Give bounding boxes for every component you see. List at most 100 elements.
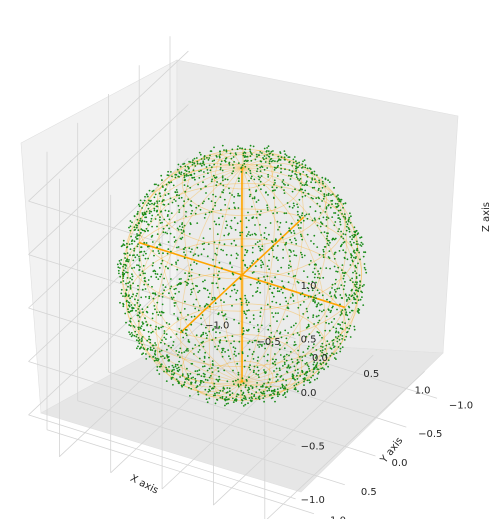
scatter-point [303,159,306,162]
scatter-point [133,249,136,252]
scatter-point [132,282,135,285]
scatter-point [362,255,365,258]
scatter-point [288,264,290,267]
scatter-point [304,214,306,217]
scatter-point [345,225,348,228]
scatter-point [318,371,320,374]
scatter-point [296,359,299,361]
pane-floor [40,337,444,493]
scatter-point [170,370,173,373]
scatter-point [343,213,346,216]
scatter-point [352,281,354,283]
scatter-point [279,159,282,161]
scatter-point [133,226,136,229]
y-tick-label: 0.5 [361,487,377,498]
scatter-point [332,339,335,341]
scatter-point [137,337,140,339]
scatter-point [240,402,243,404]
scatter-point [271,249,274,252]
scatter-point [197,291,200,294]
scatter-point [128,331,131,333]
scatter-point [271,312,273,314]
scatter-point [166,354,168,357]
scatter-point [311,289,314,292]
scatter-point [199,153,202,156]
scatter-point [154,357,157,359]
scatter-point [125,289,128,292]
scatter-point [156,311,158,314]
scatter-point [290,174,293,177]
scatter-point [248,231,250,233]
scatter-point [128,226,130,229]
scatter-point [266,275,269,278]
scatter-point [258,240,261,242]
scatter-point [176,367,178,370]
scatter-point [228,387,231,390]
latitude-circle [181,148,303,216]
scatter-point [291,164,294,167]
scatter-point [309,354,312,357]
scatter-point [281,291,284,294]
scatter-point [175,263,178,265]
scatter-point [258,388,261,391]
scatter-point [145,242,148,244]
scatter-point [237,162,240,165]
scatter-point [281,236,284,239]
scatter-point [178,360,181,363]
scatter-point [271,344,274,347]
scatter-point [225,391,228,394]
scatter-point [225,340,228,343]
scatter-point [248,397,251,399]
scatter-point [172,296,175,299]
scatter-point [193,157,196,160]
scatter-point [231,266,233,269]
scatter-point [308,263,311,266]
scatter-point [269,152,272,155]
scatter-point [280,266,283,269]
scatter-point [155,344,157,346]
scatter-point [208,388,211,391]
scatter-point [323,368,325,371]
scatter-point [361,296,363,298]
scatter-point [312,368,315,371]
scatter-point [234,207,237,210]
scatter-point [245,251,248,254]
scatter-point [280,288,283,291]
scatter-point [260,160,263,163]
scatter-point [198,349,201,351]
scatter-point [177,246,180,248]
scatter-point [128,259,130,261]
scatter-point [325,218,328,221]
scatter-point [216,348,219,351]
scatter-point [237,254,239,256]
scatter-point [263,236,266,239]
scatter-point [256,287,259,289]
scatter-point [152,250,155,252]
scatter-point [192,287,195,290]
scatter-point [240,171,243,173]
scatter-point [144,272,146,275]
scatter-point [158,252,161,255]
scatter-point [193,315,196,318]
gridline-left-z [28,104,189,255]
scatter-point [147,202,150,205]
scatter-point [281,280,283,283]
scatter-point [175,194,178,197]
scatter-point [143,211,146,214]
scatter-point [191,282,194,285]
scatter-point [142,264,145,267]
scatter-point [260,264,262,267]
scatter-point [279,303,281,306]
scatter-point [285,337,288,340]
scatter-point [144,195,146,198]
scatter-point [145,310,148,313]
scatter-point [183,179,186,182]
scatter-point [159,275,162,278]
scatter-point [354,257,357,260]
scatter-point [270,390,273,393]
scatter-point [126,277,129,279]
scatter-point [357,262,359,265]
scatter-point [287,364,290,367]
scatter-point [165,366,168,369]
scatter-point [145,227,148,230]
